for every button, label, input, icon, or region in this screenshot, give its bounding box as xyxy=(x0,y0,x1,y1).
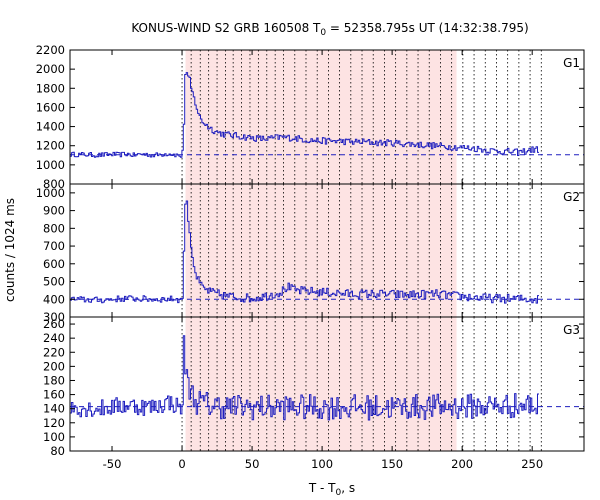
x-tick-label: 0 xyxy=(178,457,185,471)
y-tick-label: 260 xyxy=(43,317,65,331)
y-tick-label: 400 xyxy=(43,292,65,306)
y-tick-label: 2000 xyxy=(36,62,65,76)
y-tick-label: 800 xyxy=(43,221,65,235)
x-tick-label: 250 xyxy=(521,457,543,471)
y-tick-label: 160 xyxy=(43,388,65,402)
x-axis-label: T - T0, s xyxy=(308,481,355,498)
shaded-interval xyxy=(185,317,457,451)
y-tick-label: 140 xyxy=(43,402,65,416)
y-tick-label: 900 xyxy=(43,204,65,218)
chart-title: KONUS-WIND S2 GRB 160508 T0 = 52358.795s… xyxy=(131,21,528,38)
y-tick-label: 80 xyxy=(50,444,65,458)
plot-layer: 8001000120014001600180020002200G13004005… xyxy=(36,43,585,471)
y-tick-label: 1000 xyxy=(36,186,65,200)
y-tick-label: 1200 xyxy=(36,139,65,153)
x-tick-label: 200 xyxy=(451,457,473,471)
y-axis-label: counts / 1024 ms xyxy=(3,198,17,302)
panel-label: G3 xyxy=(563,323,580,337)
panel-g1: 800 1000 1200 1400 1600 1800 2000 2200 G1 xyxy=(36,43,585,191)
y-tick-label: 1600 xyxy=(36,100,65,114)
x-tick-label: 150 xyxy=(381,457,403,471)
light-curve xyxy=(70,335,539,421)
y-tick-label: 300 xyxy=(43,310,65,324)
panel-g2: 300 400 500 600 700 800 900 1000 G2 xyxy=(36,183,585,324)
y-tick-label: 700 xyxy=(43,239,65,253)
light-curve xyxy=(70,200,539,304)
y-tick-label: 180 xyxy=(43,373,65,387)
panel-frame xyxy=(69,316,585,452)
panel-label: G1 xyxy=(563,56,580,70)
x-tick-label: 50 xyxy=(245,457,260,471)
y-tick-label: 240 xyxy=(43,331,65,345)
y-tick-label: 500 xyxy=(43,275,65,289)
y-tick-label: 2200 xyxy=(36,43,65,57)
y-tick-label: 800 xyxy=(43,177,65,191)
y-tick-label: 100 xyxy=(43,430,65,444)
y-tick-label: 220 xyxy=(43,345,65,359)
light-curve xyxy=(70,72,539,158)
shaded-interval xyxy=(185,50,457,184)
y-tick-label: 1000 xyxy=(36,158,65,172)
y-tick-label: 1400 xyxy=(36,120,65,134)
x-tick-label: 100 xyxy=(311,457,333,471)
y-tick-label: 600 xyxy=(43,257,65,271)
y-tick-label: 200 xyxy=(43,359,65,373)
x-tick-label: -50 xyxy=(103,457,122,471)
y-tick-label: 120 xyxy=(43,416,65,430)
panel-label: G2 xyxy=(563,190,580,204)
y-tick-label: 1800 xyxy=(36,81,65,95)
